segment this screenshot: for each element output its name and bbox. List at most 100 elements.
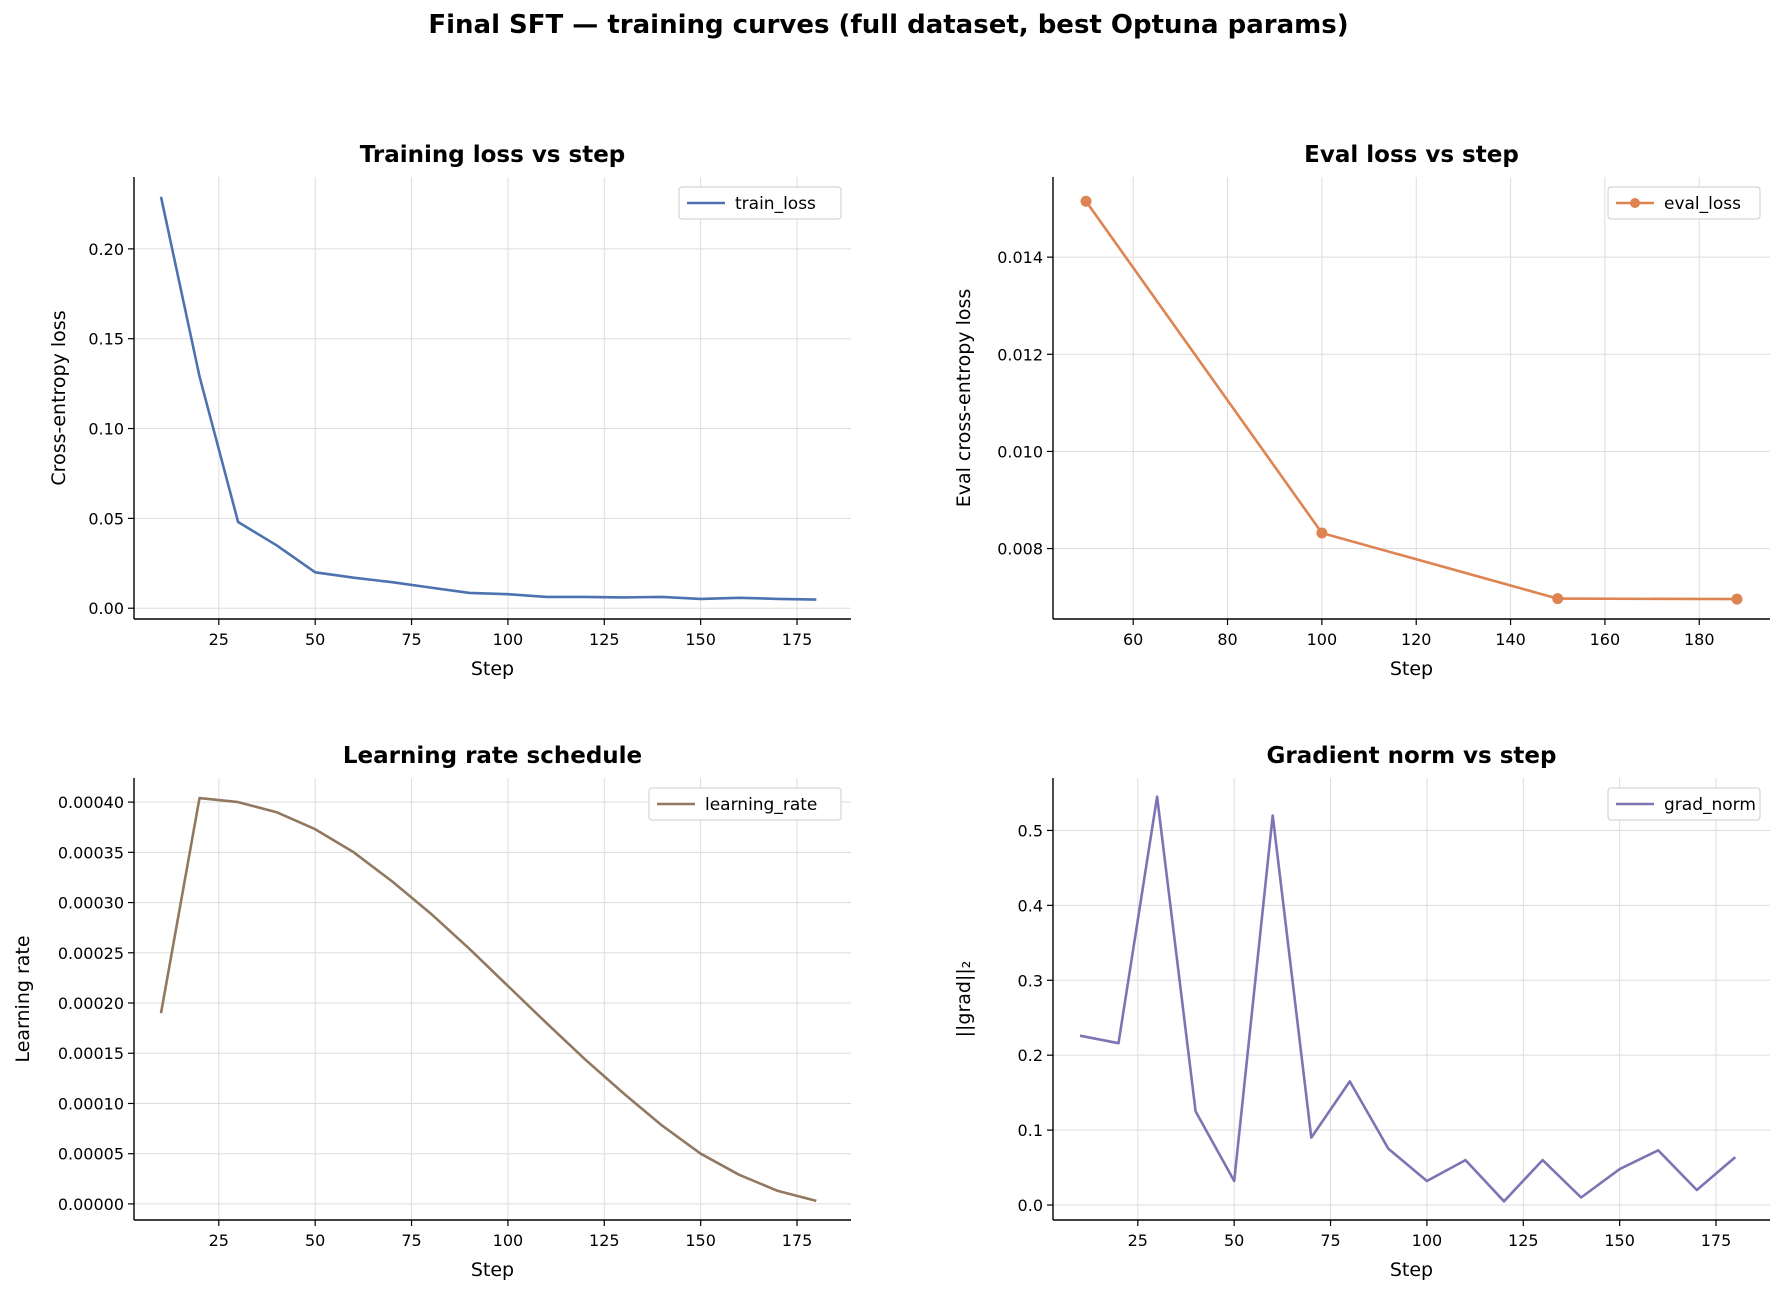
data-point bbox=[815, 598, 817, 600]
data-point bbox=[584, 1058, 586, 1060]
data-point bbox=[699, 598, 701, 600]
legend-label: learning_rate bbox=[705, 795, 817, 815]
data-point bbox=[430, 912, 432, 914]
y-tick-label: 0.10 bbox=[88, 420, 124, 439]
data-point bbox=[1580, 1196, 1582, 1198]
figure-title: Final SFT — training curves (full datase… bbox=[428, 10, 1349, 40]
x-tick-label: 150 bbox=[685, 1231, 716, 1250]
y-axis-label: Learning rate bbox=[12, 935, 34, 1062]
x-tick-label: 100 bbox=[493, 630, 524, 649]
y-tick-label: 0.00 bbox=[88, 599, 124, 618]
data-point bbox=[1079, 1035, 1081, 1037]
y-tick-label: 0.3 bbox=[1018, 971, 1043, 990]
x-tick-label: 150 bbox=[685, 630, 716, 649]
y-tick-label: 0.00005 bbox=[58, 1145, 124, 1164]
x-tick-label: 75 bbox=[1320, 1231, 1340, 1250]
data-point bbox=[275, 544, 277, 546]
data-point bbox=[1464, 1159, 1466, 1161]
data-point bbox=[661, 1124, 663, 1126]
data-point bbox=[1233, 1180, 1235, 1182]
x-tick-label: 125 bbox=[589, 630, 620, 649]
data-point bbox=[430, 586, 432, 588]
data-point bbox=[1117, 1042, 1119, 1044]
legend-label: train_loss bbox=[735, 194, 816, 214]
legend-box bbox=[648, 787, 842, 821]
y-tick-label: 0.008 bbox=[997, 540, 1043, 559]
data-point bbox=[275, 811, 277, 813]
x-tick-label: 160 bbox=[1590, 630, 1621, 649]
data-point bbox=[1731, 593, 1743, 605]
plot-3: 25 50 75 100 125 150 175 0.00000 0.00005 0.00010 0… bbox=[12, 743, 851, 1281]
x-tick-label: 50 bbox=[305, 1231, 325, 1250]
legend-label: eval_loss bbox=[1664, 194, 1741, 214]
x-tick-label: 180 bbox=[1684, 630, 1715, 649]
plot-title: Training loss vs step bbox=[360, 142, 626, 168]
x-tick-label: 80 bbox=[1217, 630, 1237, 649]
legend-box bbox=[1607, 787, 1761, 821]
plot-1: 25 50 75 100 125 150 175 0.00 0.05 0.10 0.15 0.20 Tr… bbox=[48, 142, 851, 680]
data-point bbox=[1657, 1149, 1659, 1151]
legend-box bbox=[1607, 186, 1761, 220]
data-point bbox=[738, 597, 740, 599]
data-point bbox=[699, 1153, 701, 1155]
y-tick-label: 0.014 bbox=[997, 248, 1043, 267]
data-point bbox=[738, 1174, 740, 1176]
x-axis-label: Step bbox=[471, 1259, 514, 1281]
data-point bbox=[353, 576, 355, 578]
data-point bbox=[160, 1012, 162, 1014]
y-tick-label: 0.012 bbox=[997, 345, 1043, 364]
data-point bbox=[1618, 1168, 1620, 1170]
data-point bbox=[391, 880, 393, 882]
y-axis-label: ||grad||₂ bbox=[953, 961, 975, 1038]
x-tick-label: 25 bbox=[1128, 1231, 1148, 1250]
y-tick-label: 0.00010 bbox=[58, 1094, 124, 1113]
data-point bbox=[622, 1092, 624, 1094]
data-point bbox=[1316, 527, 1328, 539]
data-point bbox=[1734, 1156, 1736, 1158]
data-point bbox=[622, 596, 624, 598]
x-tick-label: 150 bbox=[1604, 1231, 1635, 1250]
data-point bbox=[507, 593, 509, 595]
x-tick-label: 125 bbox=[589, 1231, 620, 1250]
y-tick-label: 0.05 bbox=[88, 509, 124, 528]
x-tick-label: 100 bbox=[1307, 630, 1338, 649]
data-point bbox=[1387, 1148, 1389, 1150]
y-tick-label: 0.15 bbox=[88, 330, 124, 349]
plot-2: 60 80 100 120 140 160 180 0.008 0.010 0.012 0.014 E… bbox=[953, 142, 1770, 680]
data-point bbox=[584, 596, 586, 598]
data-point bbox=[661, 596, 663, 598]
plot-4: 25 50 75 100 125 150 175 0.0 0.1 0.2 0.3 0.4 0.5 Grad… bbox=[953, 743, 1770, 1281]
data-point bbox=[314, 571, 316, 573]
x-tick-label: 140 bbox=[1495, 630, 1526, 649]
data-point bbox=[1552, 593, 1564, 605]
y-tick-label: 0.00015 bbox=[58, 1044, 124, 1063]
data-point bbox=[237, 521, 239, 523]
x-axis-label: Step bbox=[1390, 658, 1433, 680]
x-tick-label: 175 bbox=[782, 630, 813, 649]
y-tick-label: 0.4 bbox=[1018, 896, 1043, 915]
y-axis-label: Cross-entropy loss bbox=[48, 310, 70, 485]
y-tick-label: 0.010 bbox=[997, 442, 1043, 461]
y-tick-label: 0.5 bbox=[1018, 821, 1043, 840]
y-axis-label: Eval cross-entropy loss bbox=[953, 289, 975, 508]
y-tick-label: 0.00020 bbox=[58, 994, 124, 1013]
data-point bbox=[1696, 1189, 1698, 1191]
y-tick-label: 0.00000 bbox=[58, 1195, 124, 1214]
y-tick-label: 0.00040 bbox=[58, 793, 124, 812]
data-point bbox=[468, 592, 470, 594]
x-tick-label: 75 bbox=[401, 1231, 421, 1250]
data-point bbox=[160, 196, 162, 198]
data-point bbox=[391, 581, 393, 583]
x-tick-label: 60 bbox=[1123, 630, 1143, 649]
x-tick-label: 100 bbox=[1412, 1231, 1443, 1250]
series-line-train_loss bbox=[159, 196, 817, 601]
y-tick-label: 0.00030 bbox=[58, 894, 124, 913]
x-tick-label: 50 bbox=[305, 630, 325, 649]
data-point bbox=[507, 985, 509, 987]
data-point bbox=[1310, 1136, 1312, 1138]
y-tick-label: 0.00025 bbox=[58, 944, 124, 963]
x-axis-label: Step bbox=[1390, 1259, 1433, 1281]
x-tick-label: 100 bbox=[493, 1231, 524, 1250]
